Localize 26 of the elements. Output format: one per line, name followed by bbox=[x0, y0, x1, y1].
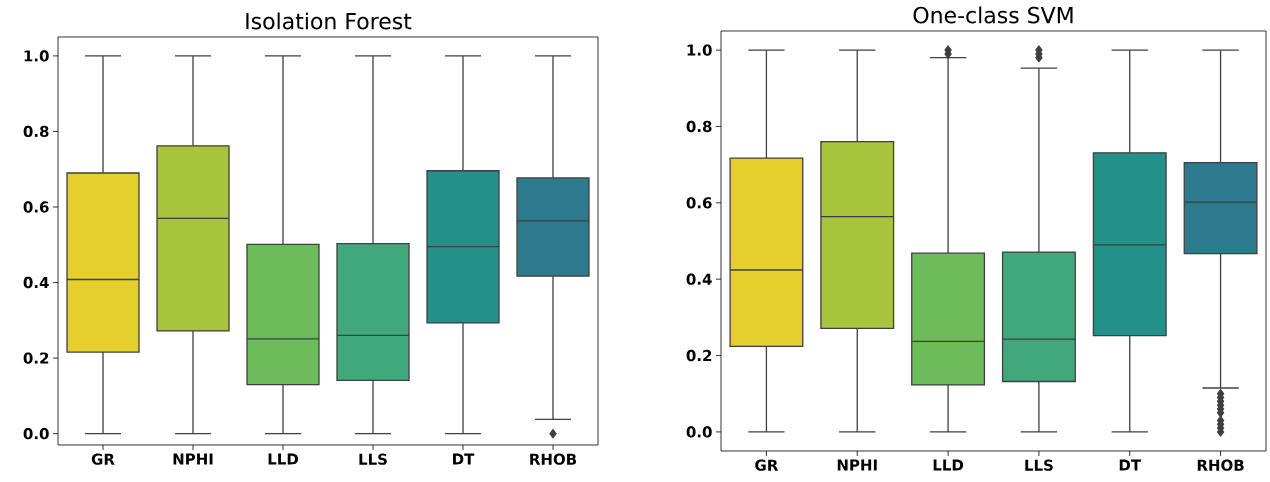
x-tick-label: RHOB bbox=[530, 453, 577, 465]
y-tick-label: 0.2 bbox=[686, 349, 712, 362]
chart-title: Isolation Forest bbox=[246, 12, 412, 30]
y-tick-label: 0.4 bbox=[686, 273, 712, 285]
x-tick-label: NPHI bbox=[837, 459, 877, 471]
x-tick-label: LLD bbox=[268, 453, 299, 465]
y-tick-label: 0.2 bbox=[23, 352, 49, 364]
y-tick-label: 0.6 bbox=[23, 201, 49, 213]
x-tick-label: LLS bbox=[1025, 459, 1053, 471]
x-tick-label: GR bbox=[755, 459, 779, 471]
x-tick-label: DT bbox=[1119, 459, 1141, 471]
y-tick-label: 0.0 bbox=[23, 427, 49, 440]
y-tick-label: 0.8 bbox=[686, 120, 712, 133]
x-tick-label: DT bbox=[453, 453, 475, 465]
y-tick-label: 1.0 bbox=[24, 50, 49, 62]
x-tick-label: LLS bbox=[359, 453, 387, 465]
x-tick-label: NPHI bbox=[173, 453, 213, 465]
y-tick-label: 0.8 bbox=[23, 125, 49, 138]
x-tick-label: GR bbox=[91, 453, 115, 465]
y-tick-label: 0.6 bbox=[686, 197, 712, 209]
x-tick-label: LLD bbox=[933, 459, 964, 471]
y-tick-label: 0.4 bbox=[23, 276, 49, 289]
y-tick-label: 0.0 bbox=[686, 426, 712, 438]
chart-title: One-class SVM bbox=[913, 6, 1073, 24]
x-tick-label: RHOB bbox=[1197, 459, 1244, 471]
y-tick-label: 1.0 bbox=[687, 44, 712, 56]
